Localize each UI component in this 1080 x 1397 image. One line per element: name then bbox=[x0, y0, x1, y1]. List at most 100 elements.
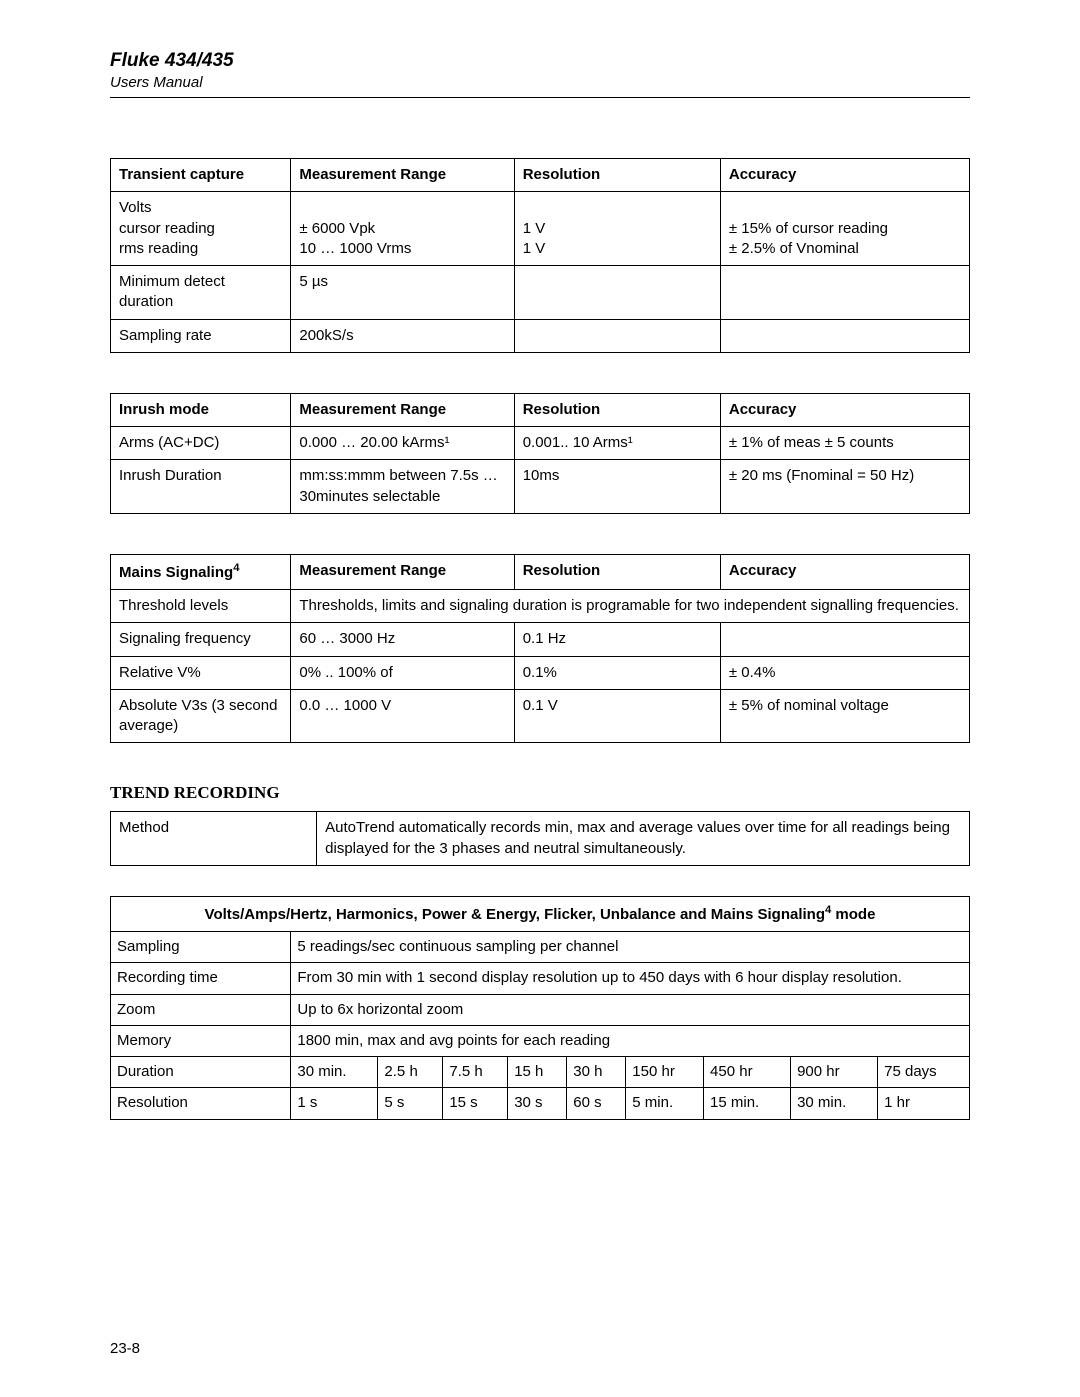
td: 200kS/s bbox=[291, 319, 514, 352]
td bbox=[720, 319, 969, 352]
td: Up to 6x horizontal zoom bbox=[291, 994, 970, 1025]
td: 15 min. bbox=[704, 1088, 791, 1119]
td: 0.001.. 10 Arms¹ bbox=[514, 427, 720, 460]
th: Inrush mode bbox=[111, 393, 291, 426]
td: mm:ss:mmm between 7.5s … 30minutes selec… bbox=[291, 460, 514, 514]
td: Sampling rate bbox=[111, 319, 291, 352]
td: 7.5 h bbox=[443, 1057, 508, 1088]
td: Arms (AC+DC) bbox=[111, 427, 291, 460]
td: 0% .. 100% of bbox=[291, 656, 514, 689]
td: 2.5 h bbox=[378, 1057, 443, 1088]
td: ± 6000 Vpk10 … 1000 Vrms bbox=[291, 192, 514, 266]
table-row: Sampling rate 200kS/s bbox=[111, 319, 970, 352]
td: 5 readings/sec continuous sampling per c… bbox=[291, 932, 970, 963]
table-row: Method AutoTrend automatically records m… bbox=[111, 812, 970, 866]
table-row: Signaling frequency 60 … 3000 Hz 0.1 Hz bbox=[111, 623, 970, 656]
table-row: Recording time From 30 min with 1 second… bbox=[111, 963, 970, 994]
td: ± 1% of meas ± 5 counts bbox=[720, 427, 969, 460]
td: 30 min. bbox=[291, 1057, 378, 1088]
td: Relative V% bbox=[111, 656, 291, 689]
td: ± 5% of nominal voltage bbox=[720, 689, 969, 743]
table-header-row: Inrush mode Measurement Range Resolution… bbox=[111, 393, 970, 426]
th: Transient capture bbox=[111, 159, 291, 192]
td: 60 … 3000 Hz bbox=[291, 623, 514, 656]
td: 30 h bbox=[567, 1057, 626, 1088]
td: Voltscursor readingrms reading bbox=[111, 192, 291, 266]
table-header-row: Transient capture Measurement Range Reso… bbox=[111, 159, 970, 192]
td: 0.1% bbox=[514, 656, 720, 689]
table-header-row: Mains Signaling4 Measurement Range Resol… bbox=[111, 554, 970, 589]
doc-subtitle: Users Manual bbox=[110, 74, 970, 91]
doc-title: Fluke 434/435 bbox=[110, 50, 970, 72]
th: Accuracy bbox=[720, 159, 969, 192]
td: Inrush Duration bbox=[111, 460, 291, 514]
td: From 30 min with 1 second display resolu… bbox=[291, 963, 970, 994]
td: Method bbox=[111, 812, 317, 866]
td: 1 s bbox=[291, 1088, 378, 1119]
td: 450 hr bbox=[704, 1057, 791, 1088]
th-text-pre: Volts/Amps/Hertz, Harmonics, Power & Ene… bbox=[205, 906, 825, 923]
table-row: Resolution 1 s 5 s 15 s 30 s 60 s 5 min.… bbox=[111, 1088, 970, 1119]
table-row: Threshold levels Thresholds, limits and … bbox=[111, 590, 970, 623]
td bbox=[514, 266, 720, 320]
td: 30 s bbox=[508, 1088, 567, 1119]
td: 1800 min, max and avg points for each re… bbox=[291, 1025, 970, 1056]
table-row: Inrush Duration mm:ss:mmm between 7.5s …… bbox=[111, 460, 970, 514]
td: 75 days bbox=[878, 1057, 970, 1088]
td: 900 hr bbox=[791, 1057, 878, 1088]
table-header-row: Volts/Amps/Hertz, Harmonics, Power & Ene… bbox=[111, 896, 970, 931]
td: Sampling bbox=[111, 932, 291, 963]
transient-table: Transient capture Measurement Range Reso… bbox=[110, 158, 970, 353]
table-row: Memory 1800 min, max and avg points for … bbox=[111, 1025, 970, 1056]
table-row: Voltscursor readingrms reading ± 6000 Vp… bbox=[111, 192, 970, 266]
td: 1 hr bbox=[878, 1088, 970, 1119]
th-text-post: mode bbox=[831, 906, 875, 923]
td: ± 15% of cursor reading± 2.5% of Vnomina… bbox=[720, 192, 969, 266]
modes-table: Volts/Amps/Hertz, Harmonics, Power & Ene… bbox=[110, 896, 970, 1120]
td: 5 min. bbox=[626, 1088, 704, 1119]
td: Zoom bbox=[111, 994, 291, 1025]
td: 60 s bbox=[567, 1088, 626, 1119]
td: Recording time bbox=[111, 963, 291, 994]
th: Resolution bbox=[514, 554, 720, 589]
td: ± 20 ms (Fnominal = 50 Hz) bbox=[720, 460, 969, 514]
td: Signaling frequency bbox=[111, 623, 291, 656]
td: 0.000 … 20.00 kArms¹ bbox=[291, 427, 514, 460]
th: Mains Signaling4 bbox=[111, 554, 291, 589]
page: Fluke 434/435 Users Manual Transient cap… bbox=[0, 0, 1080, 1397]
td: Thresholds, limits and signaling duratio… bbox=[291, 590, 970, 623]
table-row: Sampling 5 readings/sec continuous sampl… bbox=[111, 932, 970, 963]
td: 1 V1 V bbox=[514, 192, 720, 266]
td bbox=[720, 266, 969, 320]
trend-method-table: Method AutoTrend automatically records m… bbox=[110, 811, 970, 866]
td: ± 0.4% bbox=[720, 656, 969, 689]
td: 15 h bbox=[508, 1057, 567, 1088]
td: 150 hr bbox=[626, 1057, 704, 1088]
td: 0.1 Hz bbox=[514, 623, 720, 656]
mains-signaling-table: Mains Signaling4 Measurement Range Resol… bbox=[110, 554, 970, 744]
table-row: Relative V% 0% .. 100% of 0.1% ± 0.4% bbox=[111, 656, 970, 689]
td bbox=[514, 319, 720, 352]
td: 30 min. bbox=[791, 1088, 878, 1119]
table-row: Arms (AC+DC) 0.000 … 20.00 kArms¹ 0.001.… bbox=[111, 427, 970, 460]
th: Accuracy bbox=[720, 554, 969, 589]
th: Resolution bbox=[514, 393, 720, 426]
header-rule bbox=[110, 97, 970, 98]
th: Volts/Amps/Hertz, Harmonics, Power & Ene… bbox=[111, 896, 970, 931]
td: 5 s bbox=[378, 1088, 443, 1119]
th: Measurement Range bbox=[291, 159, 514, 192]
trend-recording-title: TREND RECORDING bbox=[110, 783, 970, 803]
th: Measurement Range bbox=[291, 554, 514, 589]
td: Threshold levels bbox=[111, 590, 291, 623]
td: 0.1 V bbox=[514, 689, 720, 743]
td: 5 µs bbox=[291, 266, 514, 320]
sup: 4 bbox=[233, 562, 239, 574]
td: AutoTrend automatically records min, max… bbox=[317, 812, 970, 866]
th-label: Mains Signaling bbox=[119, 564, 233, 581]
th: Measurement Range bbox=[291, 393, 514, 426]
table-row: Zoom Up to 6x horizontal zoom bbox=[111, 994, 970, 1025]
table-row: Absolute V3s (3 second average) 0.0 … 10… bbox=[111, 689, 970, 743]
td bbox=[720, 623, 969, 656]
th: Resolution bbox=[514, 159, 720, 192]
td: 15 s bbox=[443, 1088, 508, 1119]
